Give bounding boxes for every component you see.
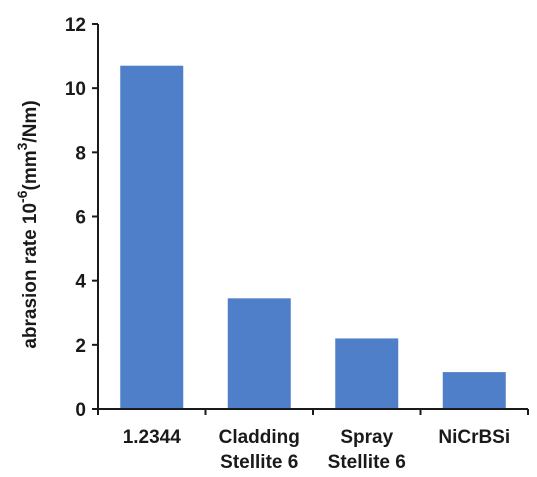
bars — [120, 65, 506, 409]
y-tick-label: 4 — [75, 272, 86, 293]
y-axis-ticks: 0 2 4 6 8 10 12 — [65, 15, 98, 421]
y-tick-label: 6 — [75, 208, 86, 229]
bar — [120, 65, 184, 409]
x-tick-label: Spray — [340, 427, 393, 448]
x-tick-label: Stellite 6 — [328, 452, 406, 473]
x-tick-label: 1.2344 — [123, 427, 182, 448]
y-axis-label: abrasion rate 10-6(mm3/Nm) — [14, 100, 41, 348]
y-tick-label: 2 — [75, 336, 86, 357]
bar — [442, 372, 506, 409]
x-tick-label: Stellite 6 — [220, 452, 298, 473]
bar — [227, 298, 291, 409]
x-axis-ticks: 1.2344 Cladding Stellite 6 Spray Stellite 6 N… — [97, 409, 529, 473]
y-axis-title: abrasion rate 10-6(mm3/Nm) — [14, 100, 41, 348]
x-tick-label: Cladding — [219, 427, 300, 448]
y-tick-label: 10 — [65, 79, 86, 100]
y-tick-label: 12 — [65, 15, 86, 36]
y-tick-label: 8 — [75, 143, 86, 164]
y-tick-label: 0 — [75, 400, 86, 421]
x-tick-label: NiCrBSi — [438, 427, 510, 448]
bar — [335, 338, 399, 409]
axes — [97, 24, 528, 410]
